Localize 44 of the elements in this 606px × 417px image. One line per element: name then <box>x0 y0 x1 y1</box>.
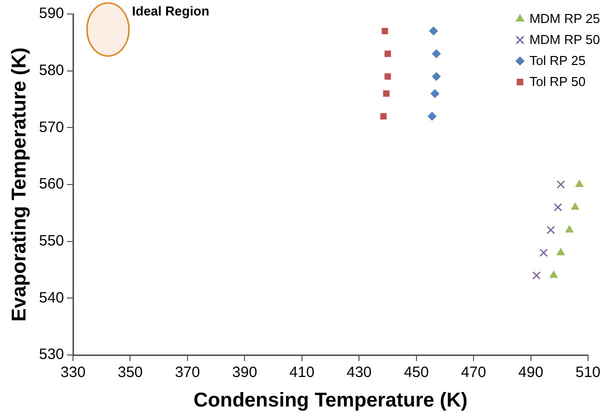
x-tick-label: 430 <box>346 364 372 382</box>
point <box>384 73 391 80</box>
legend-label: MDM RP 25 <box>529 11 600 26</box>
point <box>565 224 574 232</box>
x-tick-label: 510 <box>575 364 601 382</box>
point <box>432 49 441 58</box>
point <box>546 226 555 234</box>
point <box>382 28 388 34</box>
point <box>554 203 562 212</box>
x-tick-label: 330 <box>60 364 86 382</box>
point <box>556 248 566 256</box>
y-tick-label: 590 <box>38 5 64 22</box>
y-tick-label: 540 <box>38 289 64 306</box>
point <box>539 248 548 257</box>
point <box>380 113 387 120</box>
y-tick-label: 550 <box>38 232 64 250</box>
point <box>532 271 541 280</box>
point <box>575 180 584 187</box>
y-tick-label: 580 <box>38 62 64 79</box>
point <box>428 112 437 121</box>
x-tick-label: 370 <box>174 364 200 382</box>
point <box>383 90 390 97</box>
legend-label: Tol RP 50 <box>529 74 586 89</box>
point <box>549 270 558 278</box>
x-tick-label: 350 <box>118 364 143 382</box>
x-tick-label: 470 <box>461 364 486 382</box>
y-tick-label: 570 <box>38 118 64 136</box>
point <box>429 26 438 36</box>
y-tick-label: 560 <box>38 176 64 193</box>
point <box>432 72 441 82</box>
annotation: Ideal Region <box>132 4 210 19</box>
y-tick-label: 530 <box>38 346 64 364</box>
point <box>430 89 440 98</box>
x-tick-label: 410 <box>289 364 314 382</box>
x-axis-title: Condensing Temperature (K) <box>193 390 468 412</box>
legend-label: Tol RP 25 <box>529 53 586 68</box>
x-tick-label: 450 <box>404 364 429 382</box>
y-axis-title: Evaporating Temperature (K) <box>8 47 31 322</box>
point <box>384 50 391 57</box>
point <box>570 202 580 210</box>
legend-label: MDM RP 50 <box>529 32 600 47</box>
x-tick-label: 390 <box>232 364 258 382</box>
point <box>556 180 566 189</box>
x-tick-label: 490 <box>518 364 544 382</box>
